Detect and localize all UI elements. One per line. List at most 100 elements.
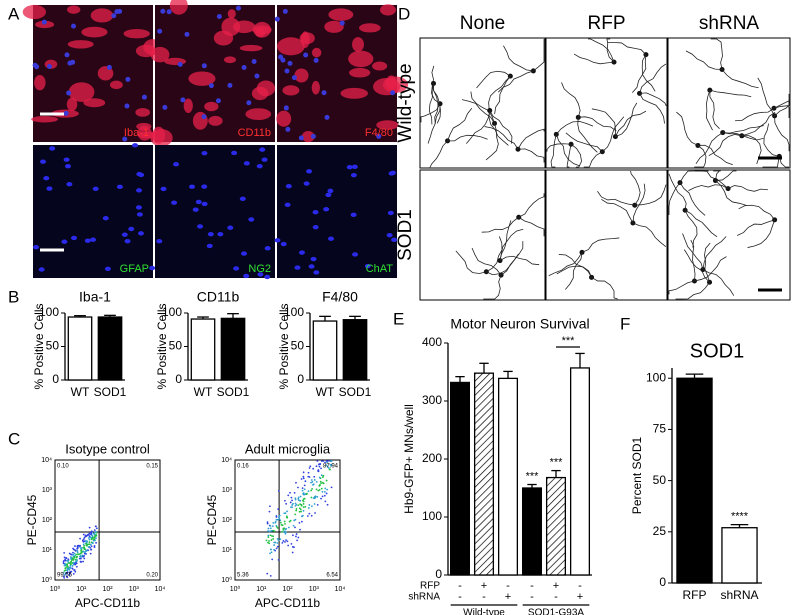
event bbox=[79, 544, 81, 547]
event bbox=[63, 559, 65, 562]
event bbox=[267, 541, 269, 544]
nucleus bbox=[274, 16, 280, 22]
row-sign: - bbox=[554, 591, 558, 603]
event bbox=[320, 474, 323, 477]
neurite bbox=[736, 219, 775, 236]
x-tick-label: 10² bbox=[282, 586, 293, 593]
neurite bbox=[471, 247, 502, 276]
event bbox=[301, 514, 304, 517]
y-tick-label: 10⁴ bbox=[221, 457, 232, 464]
neurite bbox=[639, 93, 665, 124]
event bbox=[278, 517, 281, 520]
neurite bbox=[630, 170, 641, 206]
cell-blob bbox=[83, 98, 106, 108]
event bbox=[87, 533, 90, 536]
event bbox=[297, 497, 300, 500]
nucleus bbox=[125, 76, 131, 82]
nucleus bbox=[40, 159, 47, 164]
event bbox=[90, 541, 93, 544]
event bbox=[297, 496, 300, 499]
nucleus bbox=[137, 231, 144, 236]
neurite bbox=[476, 70, 511, 89]
event bbox=[294, 504, 297, 507]
nucleus bbox=[124, 103, 130, 109]
nucleus bbox=[149, 265, 156, 271]
event bbox=[273, 541, 276, 544]
event bbox=[82, 555, 84, 558]
x-tick-label: 10³ bbox=[129, 586, 140, 593]
x-tick-label: WT bbox=[194, 385, 213, 399]
cell-blob bbox=[352, 37, 364, 52]
neurite bbox=[583, 151, 603, 168]
event bbox=[73, 552, 76, 555]
event bbox=[85, 550, 87, 552]
event bbox=[63, 569, 66, 572]
event bbox=[268, 505, 271, 508]
event bbox=[297, 504, 300, 507]
neurite bbox=[461, 99, 495, 124]
event bbox=[88, 538, 91, 541]
event bbox=[298, 510, 301, 513]
neurite bbox=[634, 184, 667, 206]
cell-blob bbox=[164, 57, 187, 66]
nucleus bbox=[391, 237, 398, 243]
event bbox=[76, 545, 79, 547]
event bbox=[66, 571, 69, 574]
neurite bbox=[708, 134, 742, 157]
row-sign: + bbox=[481, 580, 487, 592]
event bbox=[269, 527, 272, 530]
bar bbox=[342, 319, 368, 381]
cell-blob bbox=[227, 9, 236, 19]
event bbox=[272, 538, 275, 540]
event bbox=[293, 491, 296, 494]
event bbox=[268, 540, 270, 542]
event bbox=[299, 528, 301, 531]
x-tick-label: 10⁰ bbox=[50, 585, 61, 593]
nucleus bbox=[33, 245, 40, 250]
stain-label: Iba-1 bbox=[124, 127, 149, 139]
row-sign: - bbox=[458, 591, 462, 603]
event bbox=[329, 468, 331, 471]
neurite bbox=[741, 112, 776, 137]
cell-blob bbox=[109, 80, 123, 90]
stain-label: CD11b bbox=[238, 127, 271, 139]
nucleus bbox=[207, 231, 214, 237]
event bbox=[310, 479, 313, 481]
event bbox=[69, 572, 72, 574]
event bbox=[329, 463, 332, 466]
x-axis-label: APC-CD11b bbox=[255, 596, 320, 610]
event bbox=[272, 535, 275, 538]
micrograph bbox=[545, 37, 668, 169]
cell-blob bbox=[152, 126, 166, 144]
event bbox=[90, 548, 93, 551]
row-sign: + bbox=[505, 591, 511, 603]
event bbox=[302, 471, 305, 474]
x-tick-label: 10⁰ bbox=[230, 585, 241, 593]
event bbox=[327, 460, 329, 462]
event bbox=[300, 478, 303, 480]
event bbox=[310, 514, 313, 517]
nucleus bbox=[284, 68, 290, 74]
event bbox=[319, 480, 322, 483]
event bbox=[78, 557, 81, 560]
event bbox=[286, 510, 288, 513]
event bbox=[307, 475, 310, 478]
nucleus bbox=[235, 5, 241, 11]
bar bbox=[190, 318, 216, 381]
y-tick-label: 50 bbox=[46, 339, 60, 353]
bar bbox=[97, 316, 123, 381]
neurite bbox=[499, 228, 524, 261]
row-sign: - bbox=[530, 591, 534, 603]
nucleus bbox=[303, 181, 310, 186]
nucleus bbox=[233, 266, 240, 271]
neurite bbox=[488, 75, 511, 110]
y-axis-label: Percent SOD1 bbox=[630, 436, 644, 514]
event bbox=[275, 547, 278, 550]
cell-blob bbox=[150, 46, 170, 63]
nucleus bbox=[122, 136, 128, 142]
event bbox=[62, 571, 65, 574]
nucleus bbox=[280, 241, 287, 247]
event bbox=[64, 559, 67, 562]
y-tick-label: 100 bbox=[162, 305, 182, 319]
